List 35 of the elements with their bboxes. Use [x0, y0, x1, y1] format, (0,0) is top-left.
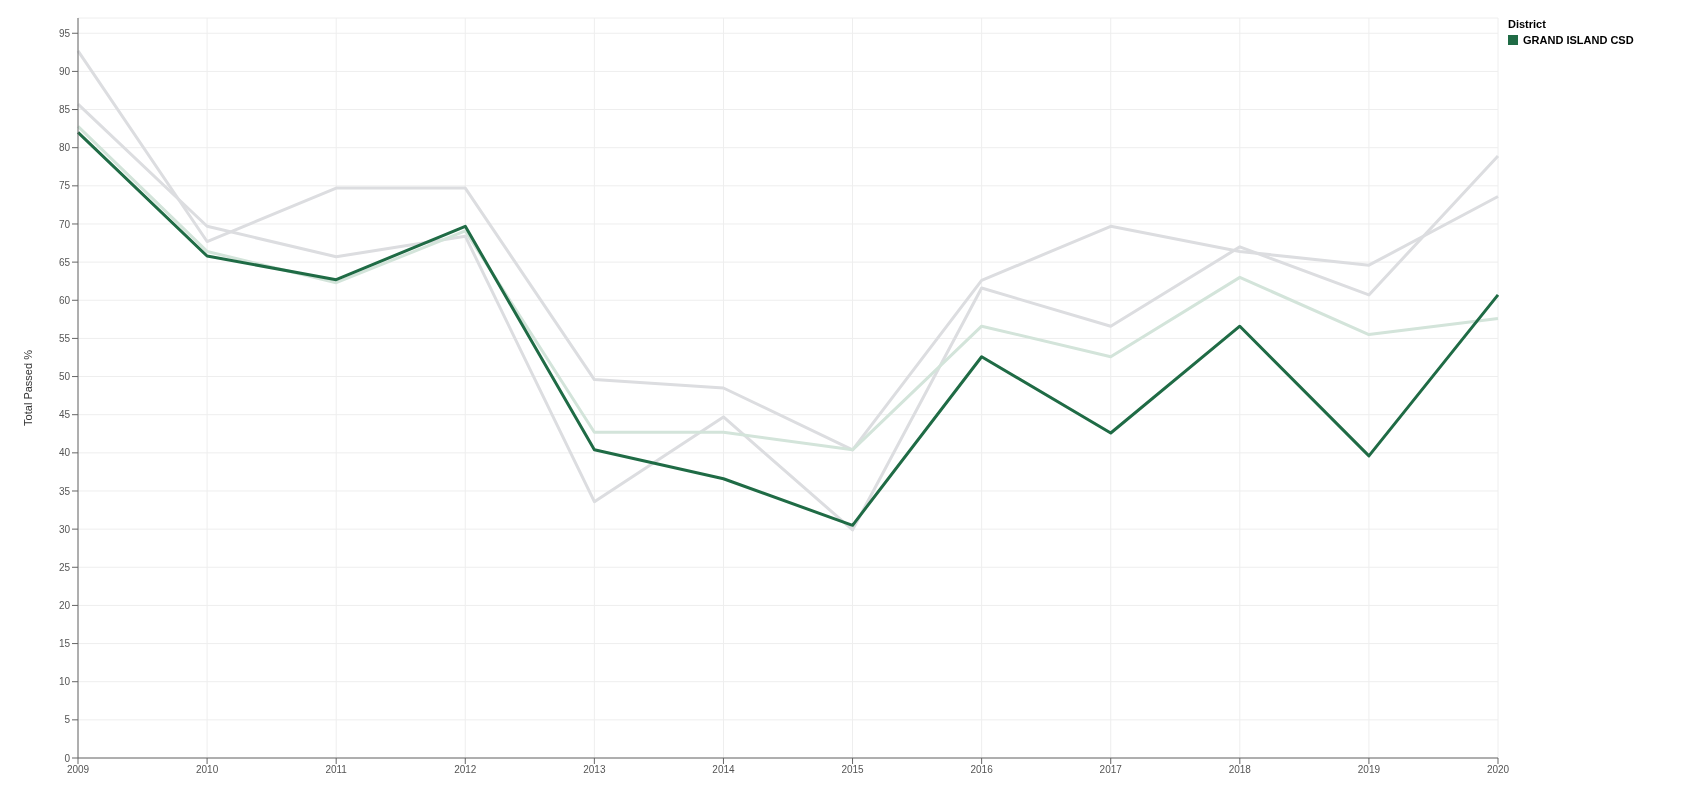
x-tick-label: 2009 — [66, 764, 90, 776]
y-tick-label: 60 — [58, 294, 71, 306]
x-tick-label: 2019 — [1357, 764, 1381, 776]
legend-label: GRAND ISLAND CSD — [1523, 34, 1634, 46]
y-tick-label: 5 — [64, 714, 71, 726]
y-tick-label: 75 — [58, 180, 71, 192]
y-tick-label: 70 — [58, 218, 71, 230]
x-tick-label: 2012 — [454, 764, 477, 776]
y-tick-label: 25 — [58, 561, 71, 573]
y-tick-label: 65 — [58, 256, 71, 268]
legend-title: District — [1508, 18, 1547, 30]
y-tick-label: 40 — [58, 447, 71, 459]
y-tick-label: 50 — [58, 371, 71, 383]
x-tick-label: 2010 — [195, 764, 219, 776]
y-tick-label: 55 — [58, 332, 71, 344]
x-tick-label: 2011 — [325, 764, 348, 776]
y-tick-label: 80 — [58, 142, 71, 154]
y-tick-label: 45 — [58, 409, 71, 421]
y-tick-label: 10 — [58, 676, 71, 688]
x-tick-label: 2017 — [1099, 764, 1123, 776]
x-tick-label: 2014 — [712, 764, 736, 776]
y-tick-label: 0 — [64, 752, 71, 764]
y-axis-title: Total Passed % — [21, 349, 34, 426]
x-tick-label: 2018 — [1228, 764, 1252, 776]
y-tick-label: 30 — [58, 523, 71, 535]
x-tick-label: 2020 — [1486, 764, 1510, 776]
y-tick-label: 20 — [58, 599, 71, 611]
y-tick-label: 95 — [58, 27, 71, 39]
x-tick-label: 2016 — [970, 764, 994, 776]
y-tick-label: 15 — [58, 638, 71, 650]
y-tick-label: 90 — [58, 65, 71, 77]
y-tick-label: 85 — [58, 104, 71, 116]
y-tick-label: 35 — [58, 485, 71, 497]
x-tick-label: 2013 — [583, 764, 606, 776]
x-tick-label: 2015 — [841, 764, 865, 776]
